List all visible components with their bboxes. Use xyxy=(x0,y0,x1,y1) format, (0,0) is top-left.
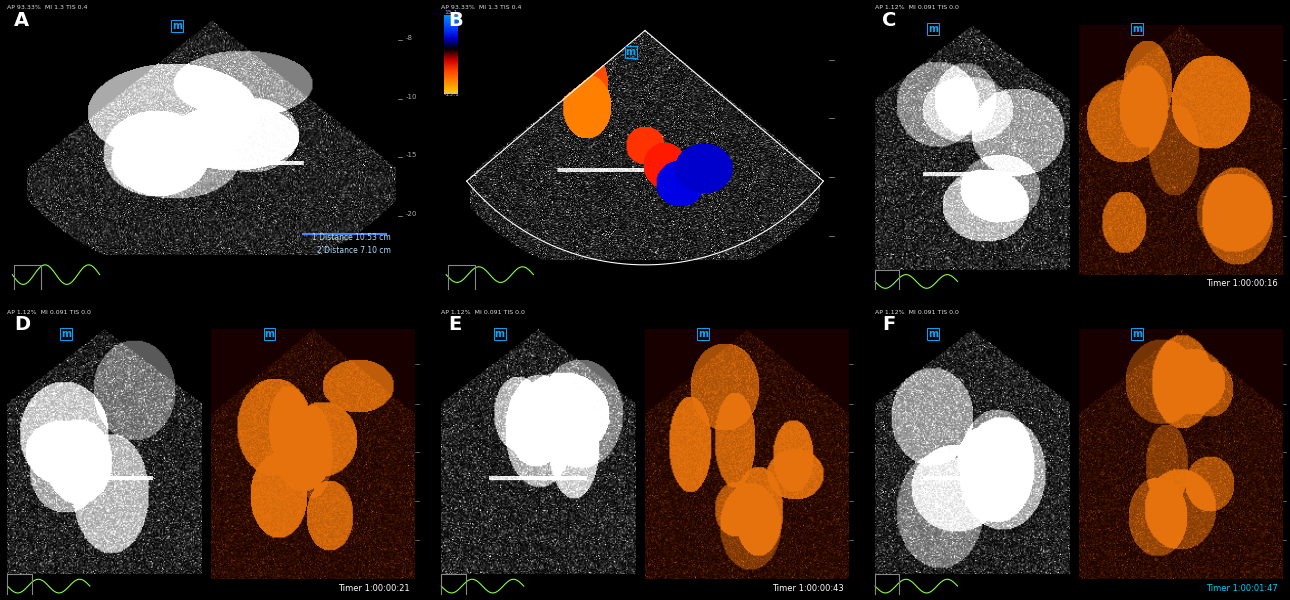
Text: 2 Distance 7.10 cm: 2 Distance 7.10 cm xyxy=(317,246,391,255)
Text: Timer 1:00:00:43: Timer 1:00:00:43 xyxy=(773,584,844,593)
Text: m: m xyxy=(173,20,182,31)
Text: Timer 1:00:01:47: Timer 1:00:01:47 xyxy=(1206,584,1277,593)
Text: Timer 1:00:00:16: Timer 1:00:00:16 xyxy=(1206,280,1277,289)
Text: A: A xyxy=(14,11,30,29)
Text: F: F xyxy=(882,315,895,334)
Text: -15: -15 xyxy=(405,152,417,158)
Text: m: m xyxy=(494,329,504,339)
Text: Timer 1:00:00:21: Timer 1:00:00:21 xyxy=(338,584,410,593)
Text: m: m xyxy=(929,329,938,339)
Text: m: m xyxy=(1133,25,1142,34)
Text: -15.1: -15.1 xyxy=(444,92,461,97)
Text: AP 1.12%  MI 0.091 TIS 0.0: AP 1.12% MI 0.091 TIS 0.0 xyxy=(441,310,525,314)
Text: D: D xyxy=(14,315,31,334)
Text: -8: -8 xyxy=(405,35,413,41)
Text: m: m xyxy=(626,47,636,57)
Text: AP 93.33%  MI 1.3 TIS 0.4: AP 93.33% MI 1.3 TIS 0.4 xyxy=(8,5,88,10)
Text: E: E xyxy=(448,315,462,334)
Text: C: C xyxy=(882,11,897,29)
Text: m: m xyxy=(264,329,275,339)
Text: 1 Distance 10.53 cm: 1 Distance 10.53 cm xyxy=(312,233,391,242)
Text: -20: -20 xyxy=(405,211,417,217)
Text: AP 1.12%  MI 0.091 TIS 0.0: AP 1.12% MI 0.091 TIS 0.0 xyxy=(875,5,958,10)
Text: m: m xyxy=(929,25,938,34)
Text: B: B xyxy=(448,11,463,29)
Text: m: m xyxy=(1133,329,1142,339)
Text: 15.1: 15.1 xyxy=(444,10,458,15)
Text: -10: -10 xyxy=(405,94,417,100)
Text: m: m xyxy=(698,329,708,339)
Text: m: m xyxy=(61,329,71,339)
Text: AP 93.33%  MI 1.3 TIS 0.4: AP 93.33% MI 1.3 TIS 0.4 xyxy=(441,5,521,10)
Text: AP 1.12%  MI 0.091 TIS 0.0: AP 1.12% MI 0.091 TIS 0.0 xyxy=(8,310,92,314)
Text: AP 1.12%  MI 0.091 TIS 0.0: AP 1.12% MI 0.091 TIS 0.0 xyxy=(875,310,958,314)
